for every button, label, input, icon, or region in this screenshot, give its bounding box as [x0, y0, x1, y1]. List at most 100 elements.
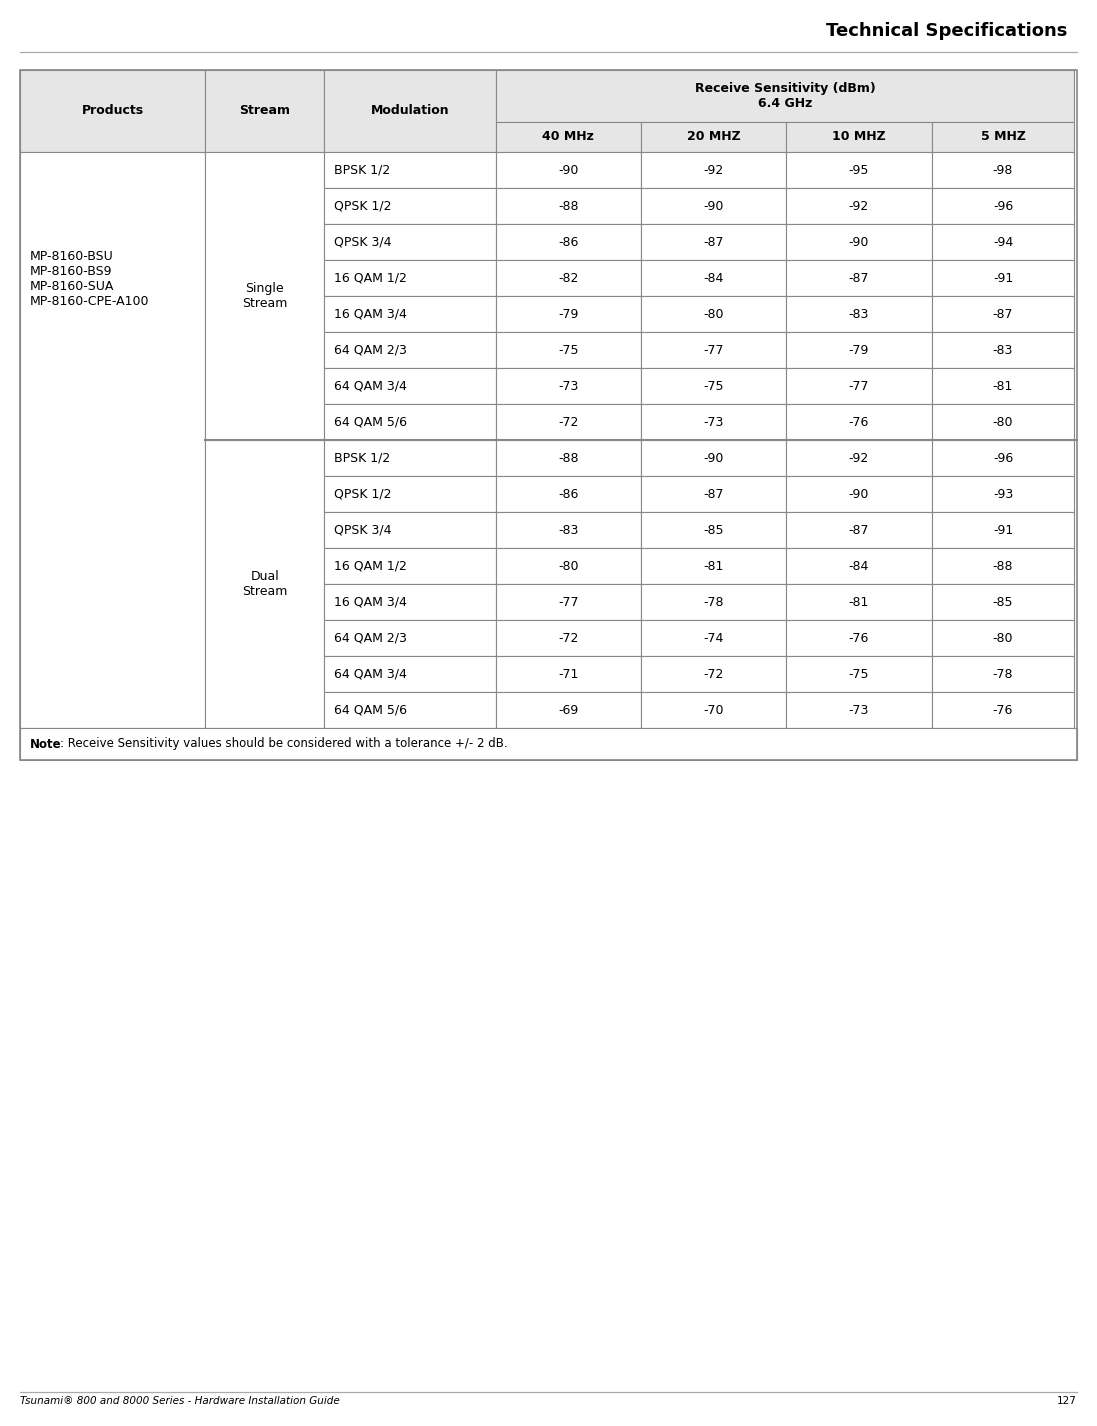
Bar: [496, 441, 641, 476]
Text: -75: -75: [703, 379, 724, 392]
Bar: [325, 585, 496, 620]
Text: -69: -69: [558, 703, 578, 716]
Text: -82: -82: [558, 271, 578, 285]
Text: -90: -90: [703, 200, 724, 212]
Bar: [496, 153, 641, 188]
Bar: [641, 656, 787, 692]
Bar: [496, 404, 641, 441]
Text: -76: -76: [849, 415, 869, 428]
Bar: [496, 123, 641, 153]
Text: -87: -87: [703, 235, 724, 248]
Text: -81: -81: [849, 596, 869, 609]
Text: -75: -75: [558, 344, 578, 356]
Text: 16 QAM 3/4: 16 QAM 3/4: [335, 596, 407, 609]
Bar: [641, 620, 787, 656]
Bar: [205, 441, 325, 729]
Bar: [325, 297, 496, 332]
Text: 20 MHZ: 20 MHZ: [687, 131, 740, 144]
Bar: [325, 153, 496, 188]
Bar: [325, 70, 496, 153]
Text: -90: -90: [849, 488, 869, 501]
Bar: [496, 692, 641, 729]
Bar: [641, 585, 787, 620]
Bar: [325, 404, 496, 441]
Bar: [787, 512, 931, 548]
Text: -86: -86: [558, 235, 578, 248]
Text: -90: -90: [849, 235, 869, 248]
Bar: [205, 153, 325, 441]
Bar: [787, 153, 931, 188]
Bar: [20, 153, 205, 729]
Text: BPSK 1/2: BPSK 1/2: [335, 164, 391, 177]
Text: -77: -77: [703, 344, 724, 356]
Bar: [20, 729, 1077, 760]
Bar: [325, 692, 496, 729]
Text: Stream: Stream: [239, 104, 291, 117]
Text: QPSK 1/2: QPSK 1/2: [335, 488, 392, 501]
Text: 64 QAM 2/3: 64 QAM 2/3: [335, 632, 407, 645]
Text: -98: -98: [993, 164, 1014, 177]
Bar: [496, 70, 1074, 123]
Text: -90: -90: [558, 164, 578, 177]
Text: -96: -96: [993, 452, 1014, 465]
Bar: [787, 620, 931, 656]
Text: -79: -79: [558, 308, 578, 321]
Bar: [496, 224, 641, 260]
Text: 64 QAM 3/4: 64 QAM 3/4: [335, 667, 407, 680]
Bar: [787, 548, 931, 585]
Bar: [787, 368, 931, 404]
Text: 64 QAM 5/6: 64 QAM 5/6: [335, 415, 407, 428]
Bar: [787, 260, 931, 297]
Text: QPSK 3/4: QPSK 3/4: [335, 523, 392, 536]
Bar: [325, 512, 496, 548]
Text: -88: -88: [558, 200, 578, 212]
Text: -93: -93: [993, 488, 1014, 501]
Text: -71: -71: [558, 667, 578, 680]
Bar: [20, 70, 205, 153]
Bar: [641, 404, 787, 441]
Bar: [787, 188, 931, 224]
Bar: [931, 548, 1074, 585]
Bar: [641, 368, 787, 404]
Bar: [496, 188, 641, 224]
Bar: [325, 260, 496, 297]
Bar: [496, 476, 641, 512]
Text: QPSK 3/4: QPSK 3/4: [335, 235, 392, 248]
Text: -72: -72: [558, 632, 578, 645]
Text: BPSK 1/2: BPSK 1/2: [335, 452, 391, 465]
Bar: [641, 123, 787, 153]
Text: -84: -84: [703, 271, 724, 285]
Text: -83: -83: [993, 344, 1014, 356]
Bar: [931, 656, 1074, 692]
Text: -88: -88: [993, 559, 1014, 572]
Bar: [931, 441, 1074, 476]
Text: Dual
Stream: Dual Stream: [242, 570, 287, 597]
Text: -75: -75: [849, 667, 869, 680]
Text: -79: -79: [849, 344, 869, 356]
Bar: [641, 153, 787, 188]
Text: -95: -95: [849, 164, 869, 177]
Text: MP-8160-BSU
MP-8160-BS9
MP-8160-SUA
MP-8160-CPE-A100: MP-8160-BSU MP-8160-BS9 MP-8160-SUA MP-8…: [30, 250, 149, 308]
Bar: [931, 260, 1074, 297]
Bar: [931, 188, 1074, 224]
Bar: [931, 585, 1074, 620]
Bar: [787, 404, 931, 441]
Text: Single
Stream: Single Stream: [242, 282, 287, 309]
Text: -96: -96: [993, 200, 1014, 212]
Text: QPSK 1/2: QPSK 1/2: [335, 200, 392, 212]
Bar: [641, 188, 787, 224]
Text: -94: -94: [993, 235, 1014, 248]
Text: -76: -76: [849, 632, 869, 645]
Text: Technical Specifications: Technical Specifications: [826, 21, 1067, 40]
Bar: [787, 332, 931, 368]
Text: Note: Note: [30, 737, 61, 750]
Bar: [641, 512, 787, 548]
Text: 64 QAM 3/4: 64 QAM 3/4: [335, 379, 407, 392]
Text: -74: -74: [703, 632, 724, 645]
Bar: [325, 476, 496, 512]
Text: -70: -70: [703, 703, 724, 716]
Text: Receive Sensitivity (dBm)
6.4 GHz: Receive Sensitivity (dBm) 6.4 GHz: [694, 83, 875, 110]
Text: -83: -83: [558, 523, 578, 536]
Bar: [787, 441, 931, 476]
Bar: [931, 224, 1074, 260]
